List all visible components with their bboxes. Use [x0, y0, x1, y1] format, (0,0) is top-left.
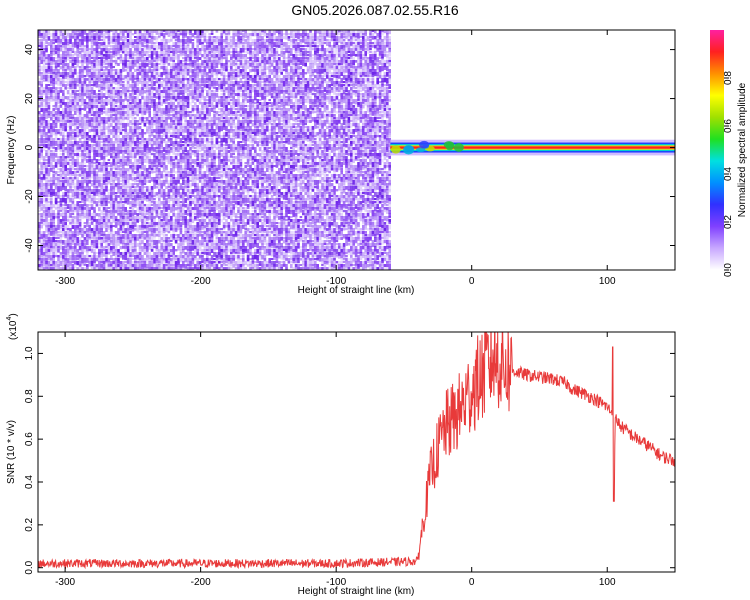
- signal-blob: [453, 143, 464, 152]
- signal-band-core: [390, 146, 675, 149]
- spectrogram-marks: [38, 30, 675, 270]
- colorbar-tick-label: 0.6: [723, 119, 734, 133]
- colorbar-strip: [710, 30, 724, 270]
- snr-scale-prefix: (x10: [8, 320, 19, 340]
- y-tick-label: 0.2: [24, 517, 35, 531]
- x-tick-label: 0: [469, 276, 475, 287]
- snr-scale-exponent: 4: [6, 317, 13, 321]
- y-tick-label: 20: [24, 93, 35, 105]
- x-tick-label: -200: [191, 276, 211, 287]
- y-tick-label: 1.0: [24, 346, 35, 360]
- spectrogram-frame: [37, 29, 676, 271]
- signal-blob: [443, 141, 455, 149]
- snr-frame: [37, 331, 676, 573]
- x-tick-label: -300: [55, 577, 75, 588]
- spectrogram-ylabel: Frequency (Hz): [6, 116, 17, 185]
- snr-xlabel: Height of straight line (km): [298, 586, 415, 597]
- y-tick-label: 0.8: [24, 389, 35, 403]
- y-tick-label: -20: [24, 189, 35, 204]
- x-tick-label: -200: [191, 577, 211, 588]
- y-tick-label: 0.0: [24, 560, 35, 574]
- x-tick-label: 0: [469, 577, 475, 588]
- x-tick-label: -300: [55, 276, 75, 287]
- colorbar-ticks: 0.0 0.2 0.4 0.6 0.8: [723, 71, 734, 277]
- signal-blob: [390, 145, 401, 154]
- x-tick-label: 100: [599, 577, 616, 588]
- colorbar-tick-label: 0.2: [723, 215, 734, 229]
- snr-series-line: [38, 332, 675, 570]
- snr-scale-factor: (x104): [6, 313, 19, 340]
- y-tick-label: 40: [24, 44, 35, 56]
- snr-scale-close: ): [8, 313, 19, 316]
- signal-blob: [415, 147, 426, 153]
- y-tick-label: 0.6: [24, 432, 35, 446]
- signal-blob: [418, 140, 430, 149]
- x-tick-label: -100: [326, 577, 346, 588]
- snr-ticks: -300 -200 -100 0 100 0.0 0.2 0.4 0.6 0.8 1.0: [24, 332, 675, 588]
- signal-blob: [403, 144, 415, 155]
- y-tick-label: -40: [24, 238, 35, 253]
- x-tick-label: 100: [599, 276, 616, 287]
- y-tick-label: 0.4: [24, 475, 35, 489]
- figure-title: GN05.2026.087.02.55.R16: [291, 2, 459, 18]
- snr-ylabel: SNR (10 * v/v): [6, 420, 17, 484]
- spectrogram-noise: [38, 30, 391, 270]
- colorbar-tick-label: 0.8: [723, 71, 734, 85]
- y-tick-label: 0: [24, 144, 35, 150]
- colorbar-tick-label: 0.4: [723, 167, 734, 181]
- snr-marks: [38, 332, 675, 570]
- colorbar-label: Normalized spectral amplitude: [737, 82, 748, 217]
- snr-panel: -300 -200 -100 0 100 0.0 0.2 0.4 0.6 0.8 1.0 Heigh…: [6, 313, 676, 597]
- x-tick-label: -100: [326, 276, 346, 287]
- colorbar: 0.0 0.2 0.4 0.6 0.8 Normalized spectral ampl…: [710, 30, 748, 277]
- spectrogram-xlabel: Height of straight line (km): [298, 285, 415, 296]
- colorbar-tick-label: 0.0: [723, 263, 734, 277]
